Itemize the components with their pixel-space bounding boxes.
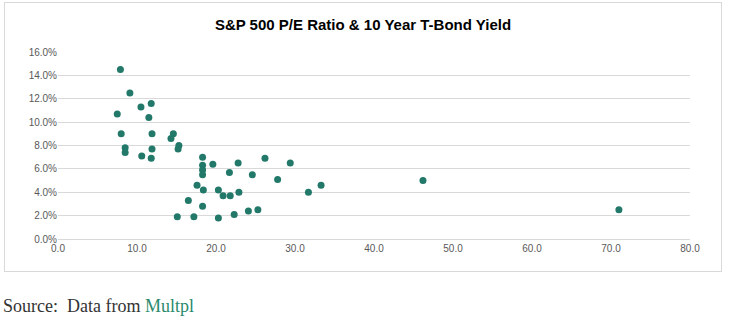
- svg-text:10.0%: 10.0%: [29, 117, 57, 128]
- svg-text:40.0: 40.0: [364, 243, 384, 254]
- svg-text:0.0%: 0.0%: [34, 234, 57, 245]
- svg-text:30.0: 30.0: [285, 243, 305, 254]
- svg-text:10.0: 10.0: [127, 243, 147, 254]
- svg-text:4.0%: 4.0%: [34, 187, 57, 198]
- svg-text:14.0%: 14.0%: [29, 70, 57, 81]
- svg-text:8.0%: 8.0%: [34, 140, 57, 151]
- svg-text:0.0: 0.0: [51, 243, 65, 254]
- svg-text:S&P 500 P/E Ratio & 10 Year T-: S&P 500 P/E Ratio & 10 Year T-Bond Yield: [215, 16, 511, 33]
- svg-text:2.0%: 2.0%: [34, 210, 57, 221]
- svg-text:6.0%: 6.0%: [34, 163, 57, 174]
- svg-text:60.0: 60.0: [522, 243, 542, 254]
- svg-text:80.0: 80.0: [680, 243, 700, 254]
- svg-text:16.0%: 16.0%: [29, 47, 57, 58]
- svg-text:70.0: 70.0: [601, 243, 621, 254]
- svg-text:50.0: 50.0: [443, 243, 463, 254]
- svg-text:20.0: 20.0: [206, 243, 226, 254]
- html-text:Source: Data from Multpl: Source: Data from Multpl: [3, 296, 194, 316]
- svg-text:12.0%: 12.0%: [29, 93, 57, 104]
